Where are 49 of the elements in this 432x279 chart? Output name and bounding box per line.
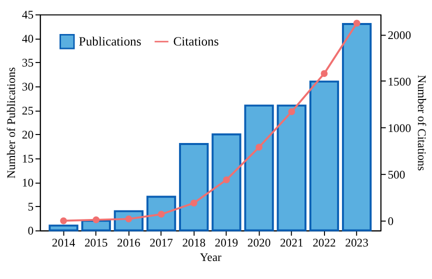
y-tick-label: 5 <box>28 200 34 214</box>
y2-tick-label: 0 <box>388 215 394 228</box>
y-tick-label: 40 <box>22 32 34 46</box>
point <box>190 200 198 206</box>
point <box>223 176 230 184</box>
x-tick-label: 2022 <box>312 236 336 250</box>
point <box>125 215 132 222</box>
y-tick-label: 20 <box>22 128 34 142</box>
x-tick-label: 2020 <box>247 236 271 250</box>
x-tick-label: 2023 <box>345 236 369 250</box>
x-tick-label: 2014 <box>52 236 76 250</box>
y2-tick-label: 500 <box>388 168 406 182</box>
y-tick-label: 45 <box>22 8 34 22</box>
y-tick-label: 0 <box>28 224 34 238</box>
y-tick-label: 35 <box>22 56 34 70</box>
bar <box>244 104 274 232</box>
y2-tick-label: 1500 <box>388 75 412 88</box>
x-tick-label: 2015 <box>84 236 108 250</box>
x-tick-label: 2021 <box>280 236 304 250</box>
legend-label: Publications <box>78 34 142 48</box>
bar <box>81 220 111 232</box>
y-tick-label: 15 <box>22 152 34 166</box>
point <box>60 217 67 224</box>
bar <box>212 133 242 232</box>
point <box>256 144 262 151</box>
y2-axis-title: Number of Citations <box>414 74 428 172</box>
y2-tick-label: 2000 <box>388 28 412 42</box>
x-axis-title: Year <box>200 251 222 264</box>
y-tick-label: 30 <box>22 80 34 94</box>
point <box>320 70 328 77</box>
bar <box>276 104 306 232</box>
y2-tick-label: 1000 <box>388 122 412 135</box>
bar <box>48 224 78 232</box>
y-axis-title: Number of Publications <box>5 66 18 179</box>
point <box>353 20 360 27</box>
x-tick-label: 2018 <box>182 236 206 250</box>
point <box>158 210 165 218</box>
bar <box>309 80 340 232</box>
point <box>92 216 100 224</box>
y-tick-label: 25 <box>22 104 34 118</box>
bar <box>146 196 176 232</box>
x-tick-label: 2019 <box>214 236 238 250</box>
point <box>288 108 296 116</box>
x-tick-label: 2017 <box>150 236 174 250</box>
x-tick-label: 2016 <box>117 236 141 250</box>
bar <box>179 142 209 232</box>
y-tick-label: 10 <box>22 176 34 190</box>
legend-label: Citations <box>173 34 219 48</box>
bar <box>342 22 372 232</box>
